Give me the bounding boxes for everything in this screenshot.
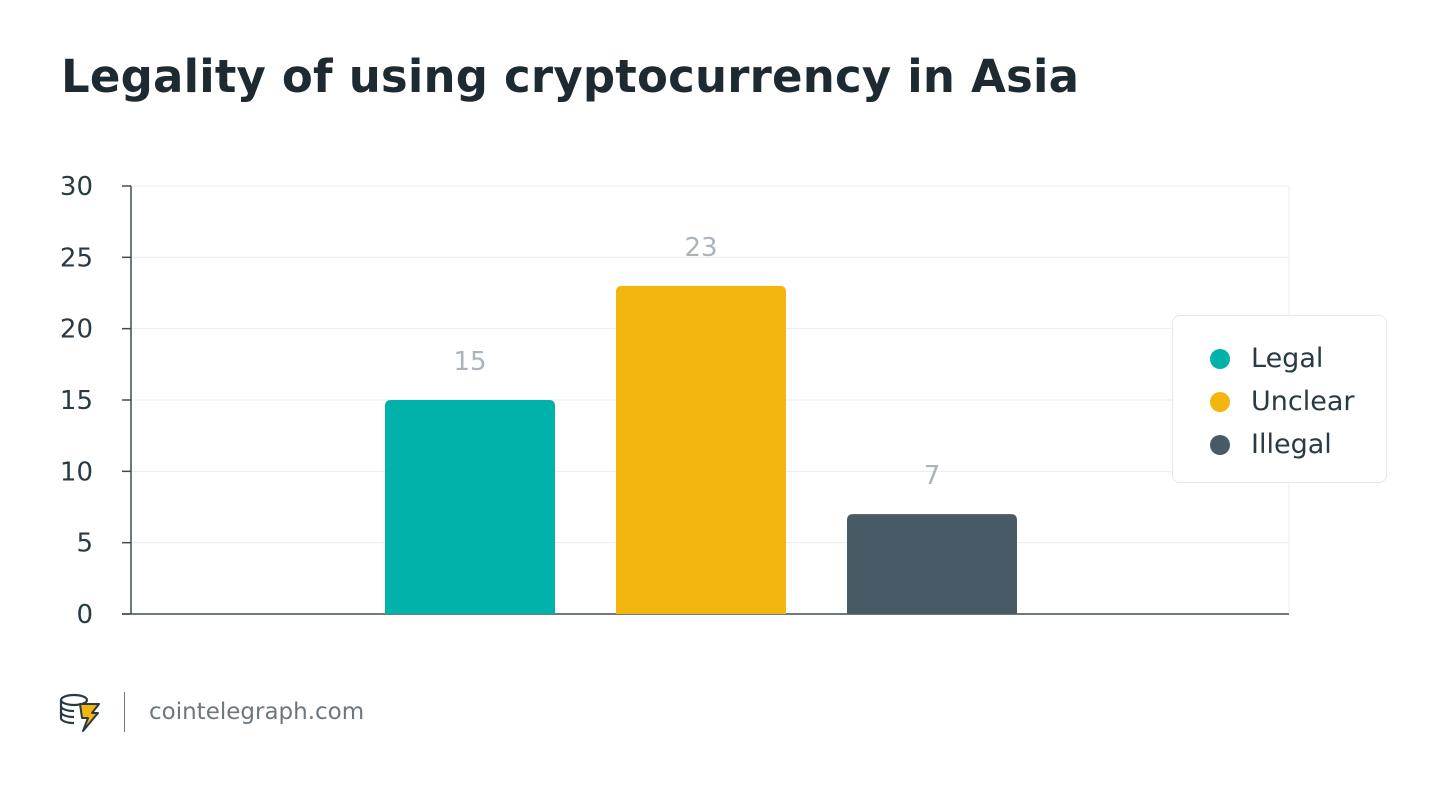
legend: Legal Unclear Illegal xyxy=(1172,315,1387,483)
legend-label-unclear: Unclear xyxy=(1251,386,1355,417)
bar-illegal xyxy=(847,514,1017,614)
legend-label-illegal: Illegal xyxy=(1251,429,1332,460)
bar-unclear xyxy=(616,285,786,614)
y-tick-label: 0 xyxy=(76,600,93,630)
y-tick-labels: 0 5 10 15 20 25 30 xyxy=(60,172,93,630)
legend-swatch-illegal xyxy=(1210,435,1230,455)
chart-title: Legality of using cryptocurrency in Asia xyxy=(61,50,1080,103)
legend-item-legal: Legal xyxy=(1173,342,1386,385)
site-url: cointelegraph.com xyxy=(149,699,365,725)
legend-swatch-legal xyxy=(1210,349,1230,369)
footer: cointelegraph.com xyxy=(58,690,364,734)
legend-swatch-unclear xyxy=(1210,392,1230,412)
y-tick-label: 20 xyxy=(60,315,93,345)
cointelegraph-logo-icon xyxy=(59,693,100,732)
y-tick-label: 5 xyxy=(76,529,93,559)
legend-item-unclear: Unclear xyxy=(1173,385,1386,428)
legend-label-legal: Legal xyxy=(1251,343,1324,374)
footer-divider xyxy=(124,692,125,732)
bar-value-labels: 15 23 7 xyxy=(453,233,940,491)
legend-item-illegal: Illegal xyxy=(1173,428,1386,471)
bars xyxy=(385,285,1017,614)
bar-value-label-illegal: 7 xyxy=(924,461,941,491)
bar-value-label-legal: 15 xyxy=(453,347,486,377)
bar-value-label-unclear: 23 xyxy=(684,233,717,263)
y-tick-label: 10 xyxy=(60,457,93,487)
bar-legal xyxy=(385,400,555,614)
y-tick-label: 25 xyxy=(60,243,93,273)
y-tick-label: 15 xyxy=(60,386,93,416)
y-tick-label: 30 xyxy=(60,172,93,202)
